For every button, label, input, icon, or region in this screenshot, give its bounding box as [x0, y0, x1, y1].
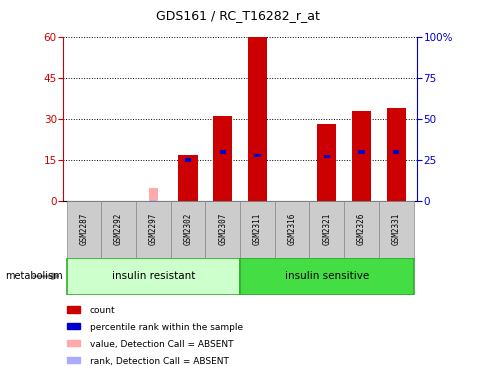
Text: GSM2331: GSM2331	[391, 212, 400, 245]
Bar	[184, 158, 191, 162]
Bar	[358, 150, 364, 154]
Text: GSM2326: GSM2326	[356, 212, 365, 245]
Text: GDS161 / RC_T16282_r_at: GDS161 / RC_T16282_r_at	[155, 9, 319, 22]
Text: GSM2302: GSM2302	[183, 212, 192, 245]
Bar	[240, 258, 413, 295]
Text: value, Detection Call = ABSENT: value, Detection Call = ABSENT	[90, 340, 233, 349]
Bar	[254, 154, 260, 157]
Bar	[67, 323, 80, 329]
Text: GSM2297: GSM2297	[149, 212, 157, 245]
Bar	[66, 258, 240, 295]
Bar	[317, 124, 336, 201]
Bar	[148, 187, 158, 201]
Bar	[309, 201, 344, 258]
Bar	[136, 201, 170, 258]
Bar	[150, 200, 156, 201]
Bar	[67, 357, 80, 363]
Text: GSM2287: GSM2287	[79, 212, 88, 245]
Bar	[219, 150, 226, 154]
Text: insulin sensitive: insulin sensitive	[284, 271, 368, 281]
Bar	[101, 201, 136, 258]
Text: GSM2321: GSM2321	[322, 212, 331, 245]
Bar	[344, 201, 378, 258]
Text: GSM2316: GSM2316	[287, 212, 296, 245]
Bar	[323, 155, 329, 158]
Text: percentile rank within the sample: percentile rank within the sample	[90, 323, 242, 332]
Bar	[386, 108, 405, 201]
Bar	[170, 201, 205, 258]
Bar	[67, 340, 80, 346]
Text: count: count	[90, 306, 115, 315]
Bar	[274, 201, 309, 258]
Text: GSM2307: GSM2307	[218, 212, 227, 245]
Text: insulin resistant: insulin resistant	[111, 271, 195, 281]
Bar	[66, 201, 101, 258]
Bar	[213, 116, 232, 201]
Bar	[240, 201, 274, 258]
Bar	[205, 201, 240, 258]
Bar	[351, 111, 370, 201]
Bar	[393, 150, 398, 154]
Text: metabolism: metabolism	[5, 271, 62, 281]
Bar	[178, 154, 197, 201]
Bar	[378, 201, 413, 258]
Text: GSM2292: GSM2292	[114, 212, 123, 245]
Bar	[67, 306, 80, 313]
Text: rank, Detection Call = ABSENT: rank, Detection Call = ABSENT	[90, 357, 228, 366]
Text: GSM2311: GSM2311	[253, 212, 261, 245]
Bar	[247, 37, 266, 201]
